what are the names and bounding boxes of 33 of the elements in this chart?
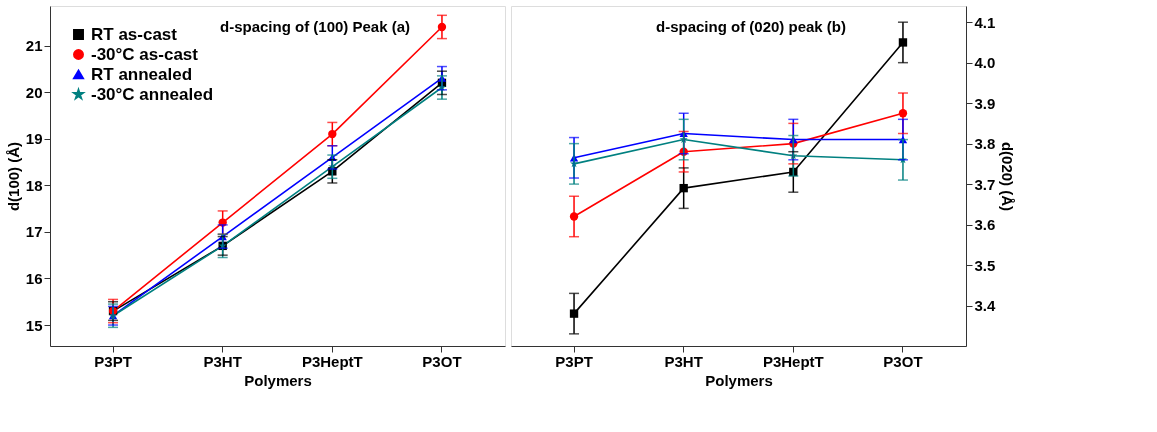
x-tick-label: P3HT — [203, 352, 242, 370]
y-tick-label: 19 — [25, 130, 43, 148]
text: d-spacing of (100) Peak (a) — [219, 18, 411, 35]
y2-tick-label: 3.5 — [974, 256, 996, 274]
y2-tick-label: 4.1 — [974, 13, 996, 31]
x-tick-label: P3PT — [94, 352, 132, 370]
x-tick-label: P3HeptT — [301, 352, 363, 370]
x-tick-label: P3OT — [883, 352, 923, 370]
y2-tick-label: 3.4 — [974, 297, 997, 315]
y-tick-label: 17 — [25, 223, 43, 241]
y-axis-title: d(100) (Å) — [4, 141, 22, 212]
y2-tick-label: 4.0 — [974, 54, 996, 72]
y-tick-label: 21 — [25, 37, 43, 55]
x-tick-label: P3PT — [555, 352, 593, 370]
x-axis-title: Polymers — [705, 371, 773, 389]
text: d-spacing of (020) peak (b) — [655, 18, 847, 35]
y-tick-label: 20 — [25, 83, 43, 101]
legend-label: -30°C as-cast — [91, 44, 199, 64]
x-tick-label: P3OT — [422, 352, 462, 370]
y-tick-label: 18 — [25, 176, 43, 194]
y2-tick-label: 3.6 — [974, 216, 996, 234]
y-tick-label: 16 — [25, 269, 43, 287]
y2-tick-label: 3.8 — [974, 135, 996, 153]
x-tick-label: P3HeptT — [762, 352, 824, 370]
x-tick-label: P3HT — [664, 352, 703, 370]
y2-axis-title: d(020) (Å) — [999, 141, 1017, 212]
legend-label: -30°C annealed — [91, 84, 214, 104]
x-axis-title: Polymers — [244, 371, 312, 389]
legend-label: RT annealed — [91, 64, 193, 84]
y2-tick-label: 3.9 — [974, 94, 996, 112]
y-tick-label: 15 — [25, 316, 43, 334]
y2-tick-label: 3.7 — [974, 175, 996, 193]
legend-label: RT as-cast — [91, 24, 178, 44]
